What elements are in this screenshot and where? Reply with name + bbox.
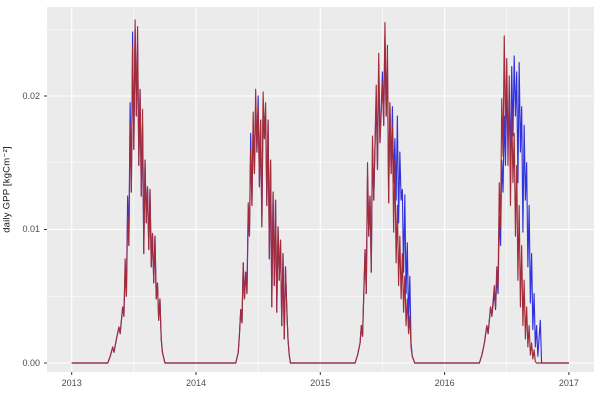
x-axis-tick-label: 2015 [310,378,331,388]
y-axis-tick-label: 0.01 [22,224,40,234]
y-axis-tick-label: 0.02 [22,90,40,101]
y-axis-tick-label: 0.00 [22,357,40,368]
y-axis-title: daily GPP [kgCm⁻²] [1,146,13,233]
x-axis-tick-label: 2014 [185,378,207,388]
x-axis-tick-label: 2016 [434,378,455,388]
gpp-line-dark-red [71,19,569,364]
x-axis-tick-label: 2013 [61,378,82,388]
x-axis-tick-label: 2017 [558,378,579,388]
